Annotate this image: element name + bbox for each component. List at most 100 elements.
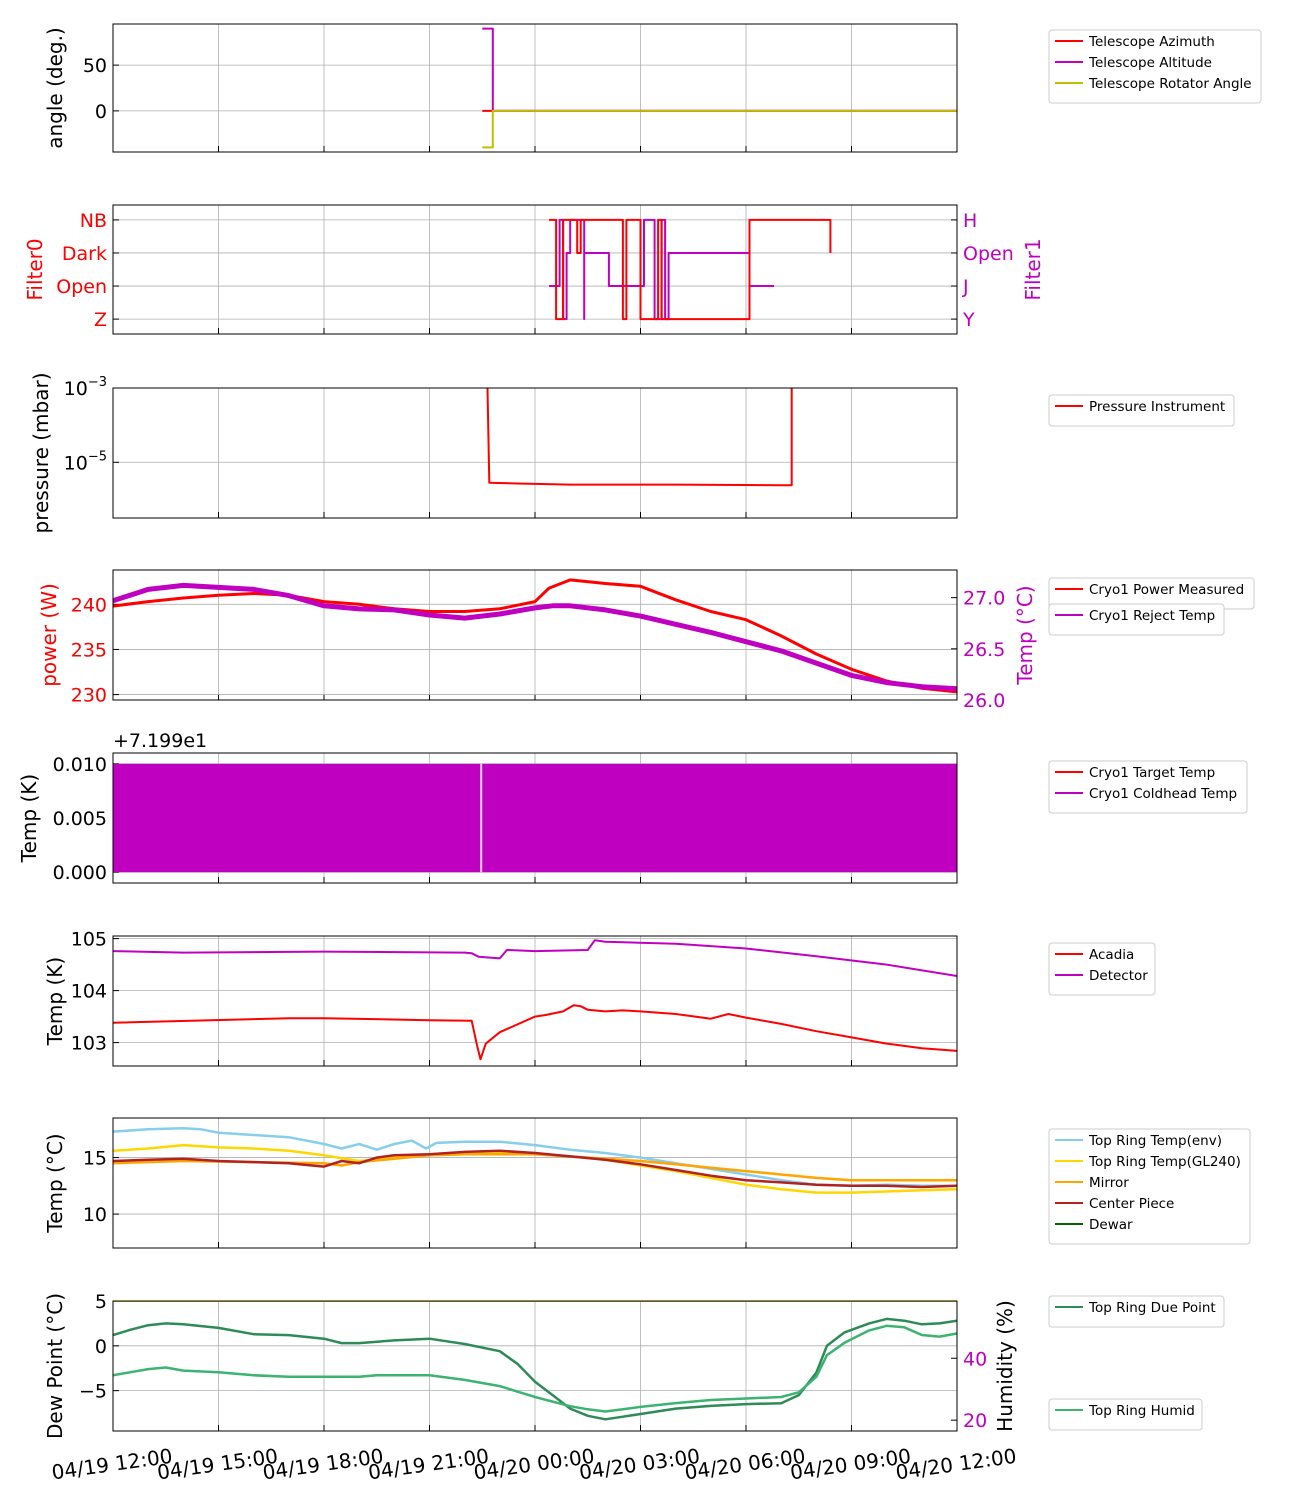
y-tick-label: 10−5 — [64, 449, 107, 474]
y-tick-label: −5 — [79, 1381, 107, 1403]
panel-cryo-temp: 0.010 0.005 0.000 Temp (K) +7.199e1 Cryo1 Tar… — [17, 730, 1248, 884]
y-right-axis-label: Humidity (%) — [993, 1300, 1017, 1432]
y-tick-label: Open — [56, 276, 107, 298]
axes-frame — [112, 569, 958, 701]
axes-frame — [112, 204, 958, 335]
legend-frame — [1048, 603, 1225, 636]
legend: Top Ring Due Point — [1048, 1295, 1225, 1328]
plot-area — [549, 218, 832, 321]
legend-label: Cryo1 Target Temp — [1089, 765, 1215, 781]
y-axis-label: Temp (K) — [17, 774, 41, 863]
legend-label: Mirror — [1089, 1175, 1129, 1191]
legend-frame — [1048, 1295, 1225, 1328]
series-line-1 — [113, 939, 957, 977]
y-right-tick-label: Open — [963, 243, 1014, 265]
legend: Top Ring Humid — [1048, 1398, 1203, 1431]
legend-label: Top Ring Humid — [1088, 1403, 1195, 1419]
y-tick-label: 0 — [95, 101, 107, 123]
y-tick-label: 104 — [71, 981, 107, 1003]
y-tick-label: 235 — [71, 639, 107, 661]
y-right-tick-label: 40 — [963, 1348, 987, 1370]
plot-area — [486, 388, 793, 487]
series-line-0 — [113, 1004, 957, 1061]
axes-frame — [112, 387, 958, 519]
y-right-tick-label: 20 — [963, 1410, 987, 1432]
series-line-1 — [482, 27, 957, 112]
y-right-axis-label: Filter1 — [1021, 238, 1045, 300]
panel-pressure: 10−3 10−5 pressure (mbar) Pressure Instrume… — [29, 372, 1235, 534]
y-axis-label: Dew Point (°C) — [43, 1293, 67, 1439]
y-right-tick-label: 26.5 — [963, 639, 1005, 661]
plot-area — [113, 1301, 957, 1421]
legend-label: Telescope Rotator Angle — [1088, 76, 1252, 92]
axes-frame — [112, 1117, 958, 1249]
plot-area — [113, 763, 957, 873]
y-right-tick-label: J — [962, 276, 969, 298]
legend: Cryo1 Target Temp Cryo1 Coldhead Temp — [1048, 760, 1248, 814]
legend: Cryo1 Reject Temp — [1048, 603, 1225, 636]
y-axis-label: Filter0 — [23, 238, 47, 300]
legend: Pressure Instrument — [1048, 394, 1235, 427]
y-tick-label: 0.000 — [53, 862, 107, 884]
plot-area — [113, 939, 957, 1061]
y-tick-label: Dark — [62, 243, 107, 265]
y-axis-label: power (W) — [37, 583, 61, 687]
legend: Cryo1 Power Measured — [1048, 577, 1255, 610]
y-tick-label: Z — [94, 309, 107, 331]
legend-label: Cryo1 Reject Temp — [1089, 608, 1215, 624]
legend-frame — [1048, 394, 1235, 427]
legend-frame — [1048, 1398, 1203, 1431]
y-axis-label: Temp (K) — [43, 957, 67, 1046]
y-right-axis-label: Temp (°C) — [1013, 585, 1037, 685]
plot-area — [113, 578, 957, 694]
series-band-1 — [113, 763, 957, 873]
y-tick-label: 0 — [95, 1336, 107, 1358]
y-tick-label: 5 — [95, 1291, 107, 1313]
series-line-1 — [113, 1324, 957, 1413]
series-line-1 — [113, 582, 957, 692]
panel-cryo-power: 240 235 230 27.0 26.5 26.0 power (W) Temp (°C) C… — [37, 569, 1255, 712]
y-tick-label: NB — [80, 210, 107, 232]
y-tick-label: 240 — [71, 594, 107, 616]
series-line-0 — [113, 1317, 957, 1421]
y-tick-label: 50 — [83, 55, 107, 77]
y-tick-label: 103 — [71, 1033, 107, 1055]
series-line-1 — [549, 218, 832, 321]
y-right-tick-label: H — [963, 210, 977, 232]
y-tick-label: 15 — [83, 1148, 107, 1170]
axes-frame — [112, 752, 958, 884]
axes-frame — [112, 23, 958, 153]
legend-frame — [1048, 29, 1262, 104]
legend-label: Cryo1 Coldhead Temp — [1089, 786, 1237, 802]
legend-label: Dewar — [1089, 1217, 1133, 1233]
legend-label: Top Ring Temp(GL240) — [1088, 1154, 1241, 1170]
legend-label: Acadia — [1089, 947, 1134, 963]
y-tick-label: 105 — [71, 929, 107, 951]
plot-area — [113, 1126, 957, 1194]
x-tick-label: 04/20 12:00 — [894, 1444, 1018, 1485]
y-right-tick-label: Y — [962, 309, 975, 331]
legend-label: Pressure Instrument — [1089, 399, 1225, 415]
legend-frame — [1048, 1128, 1251, 1245]
y-axis-label: pressure (mbar) — [29, 372, 53, 533]
y-tick-label: 0.005 — [53, 808, 107, 830]
y-right-tick-label: 26.0 — [963, 690, 1005, 712]
y-tick-label: 10−3 — [64, 375, 107, 400]
series-line-0 — [113, 578, 957, 694]
y-tick-label: 10 — [83, 1204, 107, 1226]
y-axis-label: Temp (°C) — [43, 1133, 67, 1233]
axis-offset-label: +7.199e1 — [113, 730, 207, 752]
legend-label: Telescope Azimuth — [1088, 34, 1215, 50]
legend-frame — [1048, 942, 1156, 996]
legend: Telescope Azimuth Telescope Altitude Teles… — [1048, 29, 1262, 104]
y-right-tick-label: 27.0 — [963, 588, 1005, 610]
legend-label: Top Ring Due Point — [1088, 1300, 1216, 1316]
series-line-2 — [482, 109, 957, 149]
axes-frame — [112, 1300, 958, 1432]
legend-frame — [1048, 760, 1248, 814]
